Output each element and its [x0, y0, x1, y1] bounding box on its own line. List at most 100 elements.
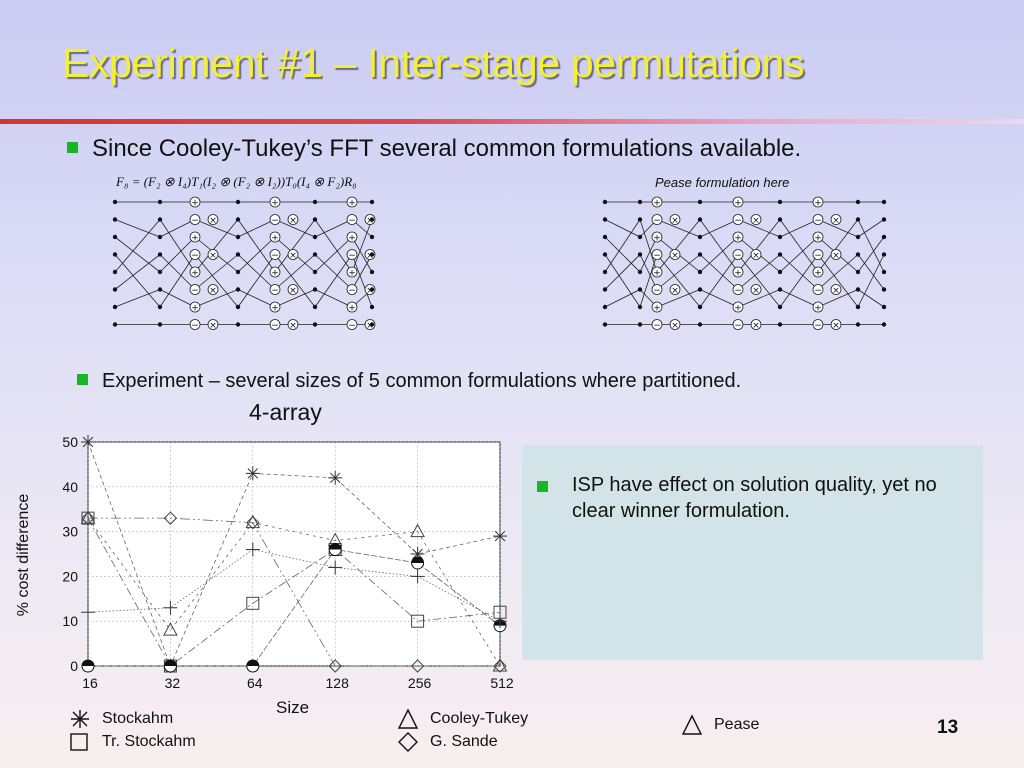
node-op: +: [348, 269, 356, 279]
node-op: ×: [366, 321, 374, 331]
data-point: [410, 523, 425, 538]
node-op: −: [191, 321, 199, 331]
network-point: [855, 199, 861, 205]
pease-network-diagram: +− ×+− ×+− ×+− ×+− ×+− ×+− ×+− ×+− ×+− ×+− ×+− ×: [602, 196, 887, 331]
node-op: ×: [366, 286, 374, 296]
twiddle-node: [669, 319, 681, 330]
note-box: ISP have effect on solution quality, yet…: [522, 445, 983, 660]
node-op: −: [191, 286, 199, 296]
wire: [639, 236, 658, 273]
network-point: [157, 252, 163, 257]
network-point: [777, 234, 783, 240]
network-point: [235, 199, 241, 205]
node-op: ×: [752, 286, 760, 296]
x-tick-label: 32: [165, 675, 181, 691]
x-tick-label: 128: [326, 675, 350, 691]
wire: [237, 254, 276, 308]
wire: [114, 219, 161, 273]
wire: [737, 254, 781, 290]
butterfly-node: [269, 231, 281, 243]
network-point: [112, 252, 118, 257]
bullet-formulations-text: Since Cooley-Tukey’s FFT several common …: [92, 135, 802, 162]
butterfly-node: [651, 319, 663, 330]
node-op: +: [734, 304, 742, 314]
data-point: [411, 614, 425, 628]
network-point: [235, 322, 241, 327]
network-point: [637, 322, 643, 327]
node-op: −: [814, 321, 822, 331]
data-point: [246, 596, 260, 610]
wire: [604, 219, 641, 273]
wire: [656, 254, 701, 290]
wire: [779, 254, 819, 308]
wire: [699, 289, 739, 308]
node-op: +: [191, 234, 199, 244]
x-tick-label: 512: [490, 675, 514, 691]
network-point: [369, 234, 375, 240]
node-op: −: [191, 216, 199, 226]
wire: [699, 236, 739, 273]
wire: [656, 254, 701, 308]
wire: [737, 289, 781, 308]
wire: [194, 254, 239, 308]
data-point: [246, 660, 259, 666]
series-line: [87, 517, 501, 667]
network-point: [777, 199, 783, 205]
data-point: [492, 657, 508, 672]
network-point: [881, 234, 887, 240]
network-point: [602, 287, 608, 292]
node-op: −: [348, 216, 356, 226]
butterfly-node: [812, 196, 824, 208]
network-point: [235, 217, 241, 222]
network-point: [777, 269, 783, 275]
wire: [237, 219, 276, 273]
data-point: [247, 468, 259, 479]
plot-area: [87, 441, 501, 667]
node-op: −: [348, 251, 356, 261]
twiddle-node: [830, 249, 842, 260]
butterfly-node: [651, 249, 663, 260]
network-point: [881, 252, 887, 257]
cooley-tukey-network-diagram: +− ×+− ×+− ×+− ×+− ×+− ×+− ×+− ×+− ×+− ×+− ×+− ×: [112, 196, 376, 331]
data-point: [412, 548, 423, 560]
network-point: [312, 287, 318, 292]
network-point: [602, 217, 608, 222]
node-op: +: [348, 304, 356, 314]
network-point: [697, 199, 703, 205]
wire: [114, 236, 161, 273]
wire: [604, 236, 641, 273]
node-op: +: [271, 304, 279, 314]
wire: [159, 219, 196, 238]
node-op: +: [271, 199, 279, 209]
node-op: ×: [832, 321, 840, 331]
node-op: −: [653, 216, 661, 226]
wire: [351, 254, 373, 290]
node-op: ×: [671, 251, 679, 261]
twiddle-node: [750, 214, 762, 225]
legend-label: Pease: [714, 716, 760, 733]
square-icon: [70, 733, 88, 751]
network-point: [637, 269, 643, 275]
diamond-icon: [398, 732, 418, 752]
butterfly-node: [812, 249, 824, 260]
network-point: [112, 269, 118, 275]
butterfly-node: [346, 284, 358, 295]
butterfly-node: [346, 231, 358, 243]
network-point: [697, 234, 703, 240]
series-line: [88, 549, 501, 667]
butterfly-node: [732, 319, 744, 330]
wire: [314, 236, 353, 273]
butterfly-node: [269, 284, 281, 295]
wire: [817, 219, 859, 238]
wire: [656, 219, 701, 238]
node-op: −: [653, 286, 661, 296]
network-point: [312, 234, 318, 240]
data-point: [329, 543, 342, 550]
node-op: ×: [671, 321, 679, 331]
network-point: [602, 304, 608, 310]
wire: [737, 219, 781, 273]
network-point: [777, 217, 783, 222]
twiddle-node: [830, 319, 842, 330]
network-point: [855, 304, 861, 310]
y-tick-label: 30: [62, 524, 78, 540]
